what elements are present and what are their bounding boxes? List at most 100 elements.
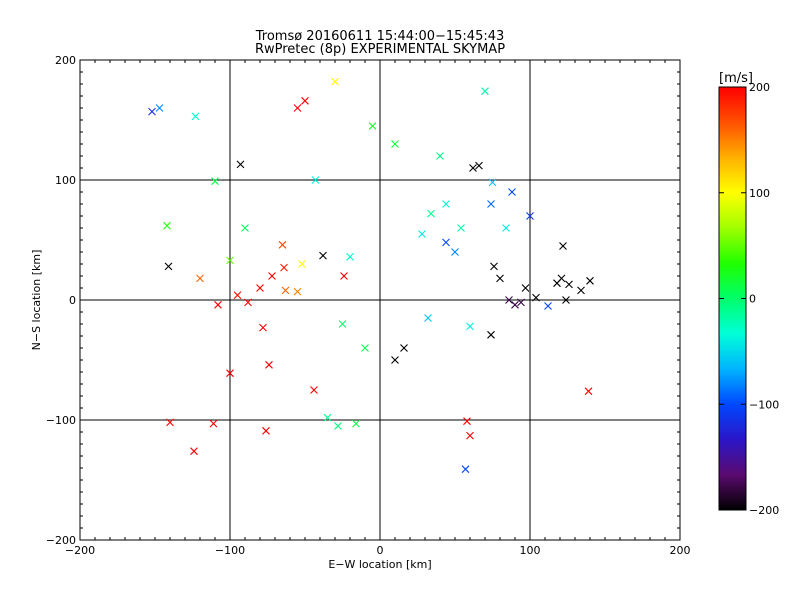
- data-point: [451, 248, 459, 256]
- y-tick-label: 200: [55, 54, 76, 67]
- data-point: [259, 323, 267, 332]
- data-point: [532, 293, 540, 302]
- data-point: [323, 413, 332, 422]
- y-tick-label: −100: [46, 414, 76, 427]
- data-point: [475, 161, 483, 170]
- data-point: [442, 238, 450, 247]
- colorbar-tick-label: −100: [749, 398, 779, 411]
- data-point: [521, 284, 530, 292]
- data-point: [487, 200, 495, 208]
- data-point: [505, 296, 513, 304]
- x-axis-ticks: −200 −100 0 100 200: [65, 60, 691, 557]
- data-point: [544, 302, 552, 310]
- data-point: [311, 176, 320, 184]
- colorbar-tick-label: −200: [749, 504, 779, 517]
- data-point: [565, 280, 573, 289]
- data-point: [301, 96, 309, 105]
- data-point: [226, 369, 234, 378]
- data-point: [466, 431, 474, 440]
- y-axis-ticks: −200 −100 0 100 200: [46, 54, 680, 547]
- data-point: [319, 251, 327, 260]
- data-point: [278, 240, 287, 249]
- data-point: [280, 263, 288, 272]
- data-point: [502, 224, 510, 232]
- data-point: [155, 104, 164, 112]
- data-point: [361, 344, 369, 352]
- data-point: [427, 209, 435, 218]
- data-point: [457, 224, 465, 232]
- data-point: [490, 262, 498, 271]
- data-point: [368, 122, 377, 130]
- data-point: [334, 422, 342, 430]
- data-point: [391, 140, 399, 148]
- colorbar-tick-label: 0: [749, 293, 756, 306]
- colorbar-label: [m/s]: [719, 71, 753, 86]
- data-point: [211, 177, 219, 186]
- data-point: [526, 212, 534, 220]
- colorbar-ticks: 200 100 0 −100 −200: [719, 81, 779, 517]
- x-tick-label: −100: [215, 544, 245, 557]
- grid-lines: [80, 60, 680, 540]
- data-point: [463, 417, 471, 426]
- data-point: [557, 274, 566, 283]
- data-point: [424, 314, 432, 322]
- y-tick-label: 0: [69, 294, 76, 307]
- data-point: [236, 160, 245, 169]
- colorbar: [m/s] 200 100 0 −100 −200: [718, 71, 779, 517]
- colorbar-tick-label: 200: [749, 81, 770, 94]
- data-point: [265, 360, 273, 369]
- data-point: [233, 291, 242, 300]
- data-point: [190, 447, 198, 456]
- y-tick-label: −200: [46, 534, 76, 547]
- data-point: [466, 322, 474, 331]
- data-point: [487, 330, 495, 339]
- data-point: [511, 300, 519, 309]
- data-point: [496, 274, 504, 283]
- data-point: [338, 320, 347, 328]
- data-point: [469, 164, 477, 172]
- data-points: [148, 77, 594, 474]
- data-point: [241, 224, 249, 232]
- data-point: [461, 465, 470, 474]
- chart-title: Tromsø 20160611 15:44:00−15:45:43: [255, 29, 505, 44]
- data-point: [418, 230, 426, 238]
- data-point: [562, 296, 570, 304]
- data-point: [517, 298, 525, 307]
- data-point: [436, 152, 444, 160]
- data-point: [166, 418, 174, 427]
- data-point: [164, 262, 173, 271]
- data-point: [262, 426, 270, 435]
- x-tick-label: −200: [65, 544, 95, 557]
- data-point: [214, 300, 222, 309]
- data-point: [298, 260, 306, 268]
- data-point: [163, 221, 171, 230]
- data-point: [310, 386, 318, 394]
- data-point: [191, 112, 200, 121]
- x-tick-label: 200: [670, 544, 691, 557]
- data-point: [293, 287, 302, 296]
- data-point: [577, 286, 585, 295]
- data-point: [340, 272, 348, 280]
- data-point: [148, 107, 156, 116]
- y-axis-label: N−S location [km]: [30, 250, 43, 351]
- data-point: [226, 256, 234, 265]
- x-axis-label: E−W location [km]: [328, 558, 431, 571]
- data-point: [293, 104, 302, 112]
- data-point: [481, 87, 489, 96]
- chart-subtitle: RwPretec (8p) EXPERIMENTAL SKYMAP: [255, 42, 505, 57]
- y-tick-label: 100: [55, 174, 76, 187]
- data-point: [346, 252, 354, 261]
- data-point: [268, 272, 276, 280]
- x-tick-label: 100: [520, 544, 541, 557]
- data-point: [586, 276, 594, 285]
- colorbar-tick-label: 100: [749, 187, 770, 200]
- data-point: [400, 344, 408, 352]
- data-point: [352, 419, 360, 428]
- data-point: [256, 284, 264, 292]
- data-point: [508, 188, 516, 196]
- data-point: [209, 419, 218, 428]
- x-tick-label: 0: [377, 544, 384, 557]
- data-point: [244, 298, 252, 307]
- data-point: [559, 242, 567, 250]
